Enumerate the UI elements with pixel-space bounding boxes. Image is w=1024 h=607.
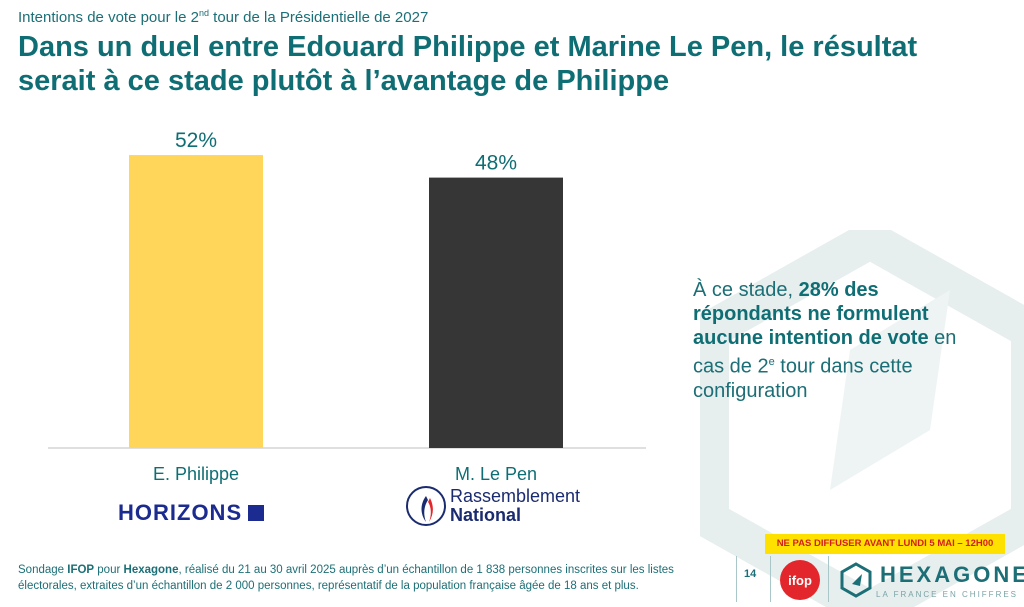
footer-divider (828, 556, 829, 602)
rn-name-line2: National (450, 505, 522, 525)
source-note: Sondage IFOP pour Hexagone, réalisé du 2… (18, 564, 674, 592)
ifop-logo: ifop (780, 560, 820, 600)
horizons-square-icon (248, 505, 265, 521)
embargo-banner: NE PAS DIFFUSER AVANT LUNDI 5 MAI – 12H0… (765, 534, 1005, 554)
footer-divider (736, 556, 737, 602)
rassemblement-national-logo: Rassemblement National (406, 486, 580, 526)
hexagone-brand: HEXAGONE (880, 562, 1024, 587)
chart-kicker: Intentions de vote pour le 2nd tour de l… (18, 8, 429, 26)
data-label: 52% (175, 129, 217, 152)
bar-m-le-pen (429, 177, 563, 448)
hexagone-logo-icon (840, 562, 872, 598)
x-tick-label: M. Le Pen (455, 464, 537, 484)
x-tick-label: E. Philippe (153, 464, 239, 484)
callout-text: À ce stade, 28% des répondants ne formul… (693, 279, 957, 402)
footer-divider (770, 556, 771, 602)
data-label: 48% (475, 152, 517, 175)
rn-name-line1: Rassemblement (450, 486, 581, 506)
hexagone-tagline: LA FRANCE EN CHIFFRES (876, 590, 1019, 599)
page-number: 14 (744, 568, 757, 580)
horizons-logo: HORIZONS (118, 500, 265, 526)
rn-flame-icon (406, 486, 446, 526)
page-title: Dans un duel entre Edouard Philippe et M… (18, 31, 918, 97)
background-hexagon-watermark (700, 230, 1024, 607)
bar-e-philippe (129, 155, 263, 449)
bar-chart: 52% E. Philippe 48% M. Le Pen (48, 129, 646, 484)
